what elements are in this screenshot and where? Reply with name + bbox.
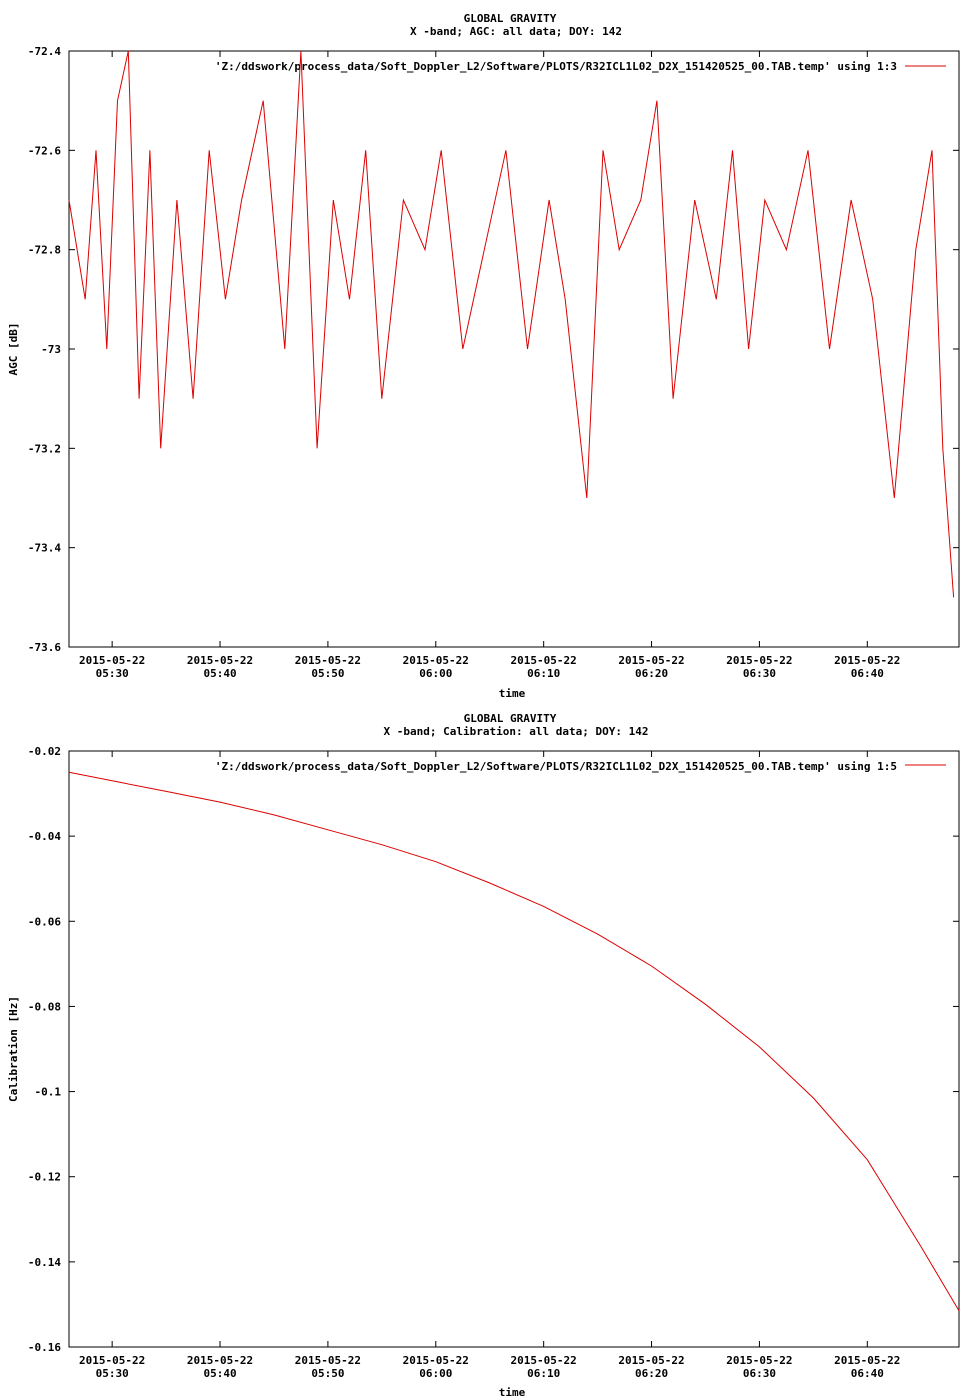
x-tick-label-time: 06:00 — [419, 1367, 452, 1380]
x-tick-label-time: 06:20 — [635, 1367, 668, 1380]
x-tick-label-time: 05:30 — [96, 667, 129, 680]
y-axis-label: Calibration [Hz] — [7, 996, 20, 1102]
y-tick-label: -72.8 — [28, 244, 61, 257]
x-tick-label-time: 06:20 — [635, 667, 668, 680]
chart-title: GLOBAL GRAVITY — [464, 712, 557, 725]
series-group — [68, 50, 955, 598]
x-tick-label-date: 2015-05-22 — [403, 654, 469, 667]
x-axis-label: time — [499, 687, 526, 700]
x-tick-label-date: 2015-05-22 — [187, 1354, 253, 1367]
x-tick-label-time: 05:50 — [311, 667, 344, 680]
series-line — [68, 771, 960, 1312]
x-tick-label-date: 2015-05-22 — [187, 654, 253, 667]
y-tick-label: -0.14 — [28, 1256, 61, 1269]
series-line — [68, 50, 955, 598]
y-axis-ticks: -0.02 -0.04 -0.06 -0.08 -0.1 -0.12 -0.14 -0.16 — [28, 745, 959, 1354]
x-tick-label-time: 05:30 — [96, 1367, 129, 1380]
y-tick-label: -0.02 — [28, 745, 61, 758]
y-tick-label: -0.1 — [35, 1086, 62, 1099]
x-tick-label-time: 06:30 — [743, 1367, 776, 1380]
x-tick-label-time: 05:50 — [311, 1367, 344, 1380]
x-tick-label-time: 05:40 — [203, 1367, 236, 1380]
x-tick-label-date: 2015-05-22 — [726, 1354, 792, 1367]
x-tick-label-time: 06:40 — [851, 667, 884, 680]
x-tick-label-time: 06:10 — [527, 667, 560, 680]
y-tick-label: -72.6 — [28, 144, 61, 157]
y-tick-label: -0.12 — [28, 1171, 61, 1184]
y-axis-ticks: -72.4 -72.6 -72.8 -73 -73.2 -73.4 -73.6 — [28, 45, 959, 654]
agc-chart: GLOBAL GRAVITY X -band; AGC: all data; D… — [7, 12, 960, 700]
x-tick-label-date: 2015-05-22 — [618, 654, 684, 667]
x-tick-label-time: 06:30 — [743, 667, 776, 680]
chart-title: GLOBAL GRAVITY — [464, 12, 557, 25]
y-tick-label: -73.6 — [28, 641, 61, 654]
x-tick-label-date: 2015-05-22 — [511, 1354, 577, 1367]
x-tick-label-date: 2015-05-22 — [79, 1354, 145, 1367]
x-tick-label-date: 2015-05-22 — [834, 1354, 900, 1367]
x-tick-label-date: 2015-05-22 — [295, 1354, 361, 1367]
y-tick-label: -0.04 — [28, 830, 61, 843]
y-axis-label: AGC [dB] — [7, 323, 20, 376]
y-tick-label: -0.06 — [28, 915, 61, 928]
x-axis-ticks: 2015-05-2205:302015-05-2205:402015-05-22… — [79, 751, 900, 1380]
x-tick-label-date: 2015-05-22 — [295, 654, 361, 667]
x-tick-label-date: 2015-05-22 — [618, 1354, 684, 1367]
y-tick-label: -72.4 — [28, 45, 61, 58]
y-tick-label: -73 — [41, 343, 61, 356]
x-tick-label-date: 2015-05-22 — [403, 1354, 469, 1367]
chart-subtitle: X -band; Calibration: all data; DOY: 142 — [384, 725, 649, 738]
calibration-chart: GLOBAL GRAVITY X -band; Calibration: all… — [7, 712, 960, 1399]
x-tick-label-date: 2015-05-22 — [79, 654, 145, 667]
x-axis-ticks: 2015-05-2205:302015-05-2205:402015-05-22… — [79, 51, 900, 680]
plot-frame — [68, 50, 960, 648]
chart-subtitle: X -band; AGC: all data; DOY: 142 — [410, 25, 622, 38]
y-tick-label: -0.16 — [28, 1341, 61, 1354]
y-tick-label: -0.08 — [28, 1000, 61, 1013]
series-group — [68, 771, 960, 1312]
legend-entry: 'Z:/ddswork/process_data/Soft_Doppler_L2… — [215, 60, 897, 73]
plot-frame — [68, 750, 960, 1348]
x-tick-label-date: 2015-05-22 — [726, 654, 792, 667]
x-tick-label-time: 06:10 — [527, 1367, 560, 1380]
y-tick-label: -73.4 — [28, 542, 61, 555]
y-tick-label: -73.2 — [28, 442, 61, 455]
x-tick-label-time: 05:40 — [203, 667, 236, 680]
x-axis-label: time — [499, 1386, 526, 1399]
x-tick-label-time: 06:00 — [419, 667, 452, 680]
x-tick-label-date: 2015-05-22 — [511, 654, 577, 667]
x-tick-label-time: 06:40 — [851, 1367, 884, 1380]
x-tick-label-date: 2015-05-22 — [834, 654, 900, 667]
legend-entry: 'Z:/ddswork/process_data/Soft_Doppler_L2… — [215, 760, 897, 773]
